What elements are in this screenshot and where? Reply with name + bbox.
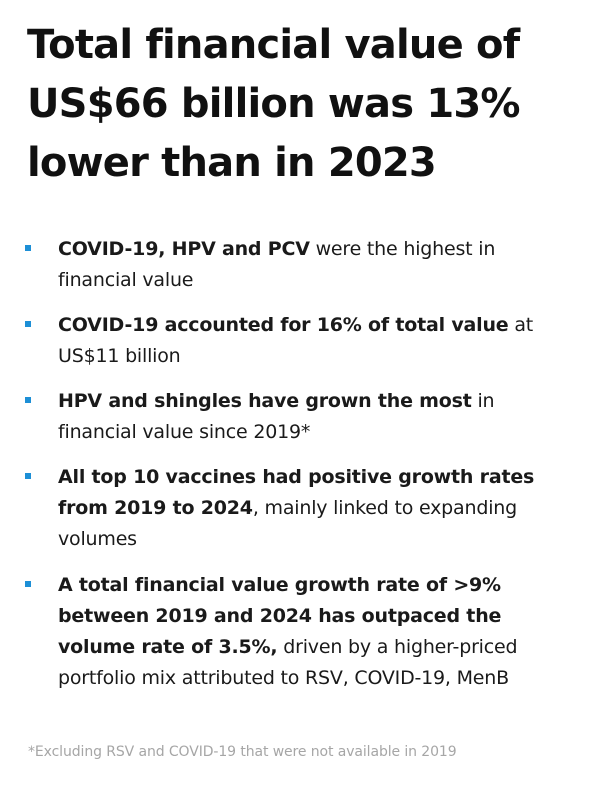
bullet-regular-text: in financial value since 2019*: [58, 390, 495, 443]
bullet-item: All top 10 vaccines had positive growth …: [0, 462, 595, 555]
bullet-bold-text: A total financial value growth rate of >…: [58, 574, 502, 658]
bullet-text: All top 10 vaccines had positive growth …: [58, 462, 578, 555]
bullet-text: A total financial value growth rate of >…: [58, 570, 578, 694]
title-line-3: lower than in 2023: [27, 140, 437, 186]
bullet-regular-text: at US$11 billion: [58, 314, 534, 367]
bullet-marker-icon: [25, 245, 31, 251]
bullet-bold-text: COVID-19 accounted for 16% of total valu…: [58, 314, 509, 336]
bullet-bold-text: HPV and shingles have grown the most: [58, 390, 472, 412]
bullet-regular-text: were the highest in financial value: [58, 238, 496, 291]
bullet-item: COVID-19 accounted for 16% of total valu…: [0, 310, 595, 372]
bullet-marker-icon: [25, 397, 31, 403]
bullet-item: COVID-19, HPV and PCV were the highest i…: [0, 234, 595, 296]
bullet-item: HPV and shingles have grown the most in …: [0, 386, 595, 448]
bullet-item: A total financial value growth rate of >…: [0, 570, 595, 694]
bullet-marker-icon: [25, 473, 31, 479]
bullet-marker-icon: [25, 581, 31, 587]
bullet-text: COVID-19, HPV and PCV were the highest i…: [58, 234, 578, 296]
title-line-2: US$66 billion was 13%: [27, 81, 521, 127]
bullet-text: COVID-19 accounted for 16% of total valu…: [58, 310, 578, 372]
bullet-regular-text: , mainly linked to expanding volumes: [58, 497, 517, 550]
page-title: Total financial value of US$66 billion w…: [27, 16, 587, 193]
bullet-bold-text: COVID-19, HPV and PCV: [58, 238, 310, 260]
bullet-text: HPV and shingles have grown the most in …: [58, 386, 578, 448]
bullet-marker-icon: [25, 321, 31, 327]
bullet-bold-text: All top 10 vaccines had positive growth …: [58, 466, 535, 519]
bullet-regular-text: driven by a higher-priced portfolio mix …: [58, 636, 518, 689]
title-line-1: Total financial value of: [27, 22, 520, 68]
footnote: *Excluding RSV and COVID-19 that were no…: [28, 744, 457, 760]
